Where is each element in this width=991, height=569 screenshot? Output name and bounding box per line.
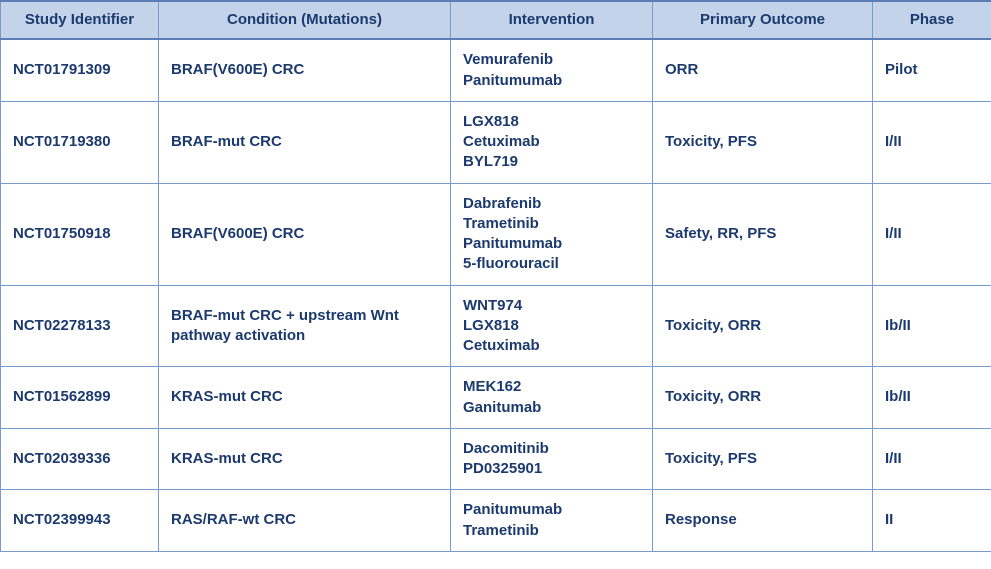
cell-study-id: NCT02278133 — [1, 285, 159, 367]
cell-study-id: NCT01750918 — [1, 183, 159, 285]
cell-intervention: MEK162Ganitumab — [451, 367, 653, 429]
intervention-item: Panitumumab — [463, 71, 640, 91]
cell-intervention: DacomitinibPD0325901 — [451, 428, 653, 490]
cell-phase: Pilot — [873, 39, 991, 101]
cell-condition: BRAF-mut CRC — [159, 101, 451, 183]
table-header: Study Identifier Condition (Mutations) I… — [1, 1, 991, 39]
table-row: NCT01719380BRAF-mut CRCLGX818CetuximabBY… — [1, 101, 991, 183]
intervention-item: LGX818 — [463, 112, 640, 132]
cell-condition: BRAF(V600E) CRC — [159, 39, 451, 101]
cell-outcome: Toxicity, PFS — [653, 101, 873, 183]
cell-phase: Ib/II — [873, 285, 991, 367]
table-row: NCT01750918BRAF(V600E) CRCDabrafenibTram… — [1, 183, 991, 285]
intervention-item: Dabrafenib — [463, 194, 640, 214]
intervention-item: Panitumumab — [463, 234, 640, 254]
intervention-item: Cetuximab — [463, 336, 640, 356]
intervention-item: PD0325901 — [463, 459, 640, 479]
cell-condition: KRAS-mut CRC — [159, 428, 451, 490]
cell-condition: KRAS-mut CRC — [159, 367, 451, 429]
cell-study-id: NCT02039336 — [1, 428, 159, 490]
cell-intervention: LGX818CetuximabBYL719 — [451, 101, 653, 183]
cell-intervention: DabrafenibTrametinibPanitumumab5-fluorou… — [451, 183, 653, 285]
intervention-item: Trametinib — [463, 214, 640, 234]
cell-phase: II — [873, 490, 991, 552]
cell-phase: I/II — [873, 183, 991, 285]
table-body: NCT01791309BRAF(V600E) CRCVemurafenibPan… — [1, 39, 991, 551]
cell-phase: I/II — [873, 428, 991, 490]
header-phase: Phase — [873, 1, 991, 39]
cell-intervention: VemurafenibPanitumumab — [451, 39, 653, 101]
cell-condition: RAS/RAF-wt CRC — [159, 490, 451, 552]
cell-condition: BRAF-mut CRC + upstream Wnt pathway acti… — [159, 285, 451, 367]
table-row: NCT02278133BRAF-mut CRC + upstream Wnt p… — [1, 285, 991, 367]
intervention-item: Cetuximab — [463, 132, 640, 152]
header-intervention: Intervention — [451, 1, 653, 39]
cell-outcome: Safety, RR, PFS — [653, 183, 873, 285]
cell-outcome: Toxicity, PFS — [653, 428, 873, 490]
cell-study-id: NCT02399943 — [1, 490, 159, 552]
cell-outcome: Toxicity, ORR — [653, 285, 873, 367]
clinical-trials-table: Study Identifier Condition (Mutations) I… — [0, 0, 991, 552]
intervention-item: 5-fluorouracil — [463, 254, 640, 274]
header-outcome: Primary Outcome — [653, 1, 873, 39]
cell-study-id: NCT01562899 — [1, 367, 159, 429]
cell-intervention: WNT974LGX818Cetuximab — [451, 285, 653, 367]
table-row: NCT01791309BRAF(V600E) CRCVemurafenibPan… — [1, 39, 991, 101]
intervention-item: Trametinib — [463, 521, 640, 541]
cell-study-id: NCT01791309 — [1, 39, 159, 101]
header-condition: Condition (Mutations) — [159, 1, 451, 39]
intervention-item: Ganitumab — [463, 398, 640, 418]
cell-intervention: PanitumumabTrametinib — [451, 490, 653, 552]
header-study-id: Study Identifier — [1, 1, 159, 39]
cell-outcome: ORR — [653, 39, 873, 101]
intervention-item: LGX818 — [463, 316, 640, 336]
intervention-item: Vemurafenib — [463, 50, 640, 70]
cell-outcome: Toxicity, ORR — [653, 367, 873, 429]
cell-phase: Ib/II — [873, 367, 991, 429]
intervention-item: Dacomitinib — [463, 439, 640, 459]
intervention-item: Panitumumab — [463, 500, 640, 520]
cell-study-id: NCT01719380 — [1, 101, 159, 183]
intervention-item: MEK162 — [463, 377, 640, 397]
table-row: NCT01562899KRAS-mut CRCMEK162GanitumabTo… — [1, 367, 991, 429]
cell-outcome: Response — [653, 490, 873, 552]
cell-condition: BRAF(V600E) CRC — [159, 183, 451, 285]
intervention-item: WNT974 — [463, 296, 640, 316]
cell-phase: I/II — [873, 101, 991, 183]
table-row: NCT02039336KRAS-mut CRCDacomitinibPD0325… — [1, 428, 991, 490]
intervention-item: BYL719 — [463, 152, 640, 172]
table-row: NCT02399943RAS/RAF-wt CRCPanitumumabTram… — [1, 490, 991, 552]
